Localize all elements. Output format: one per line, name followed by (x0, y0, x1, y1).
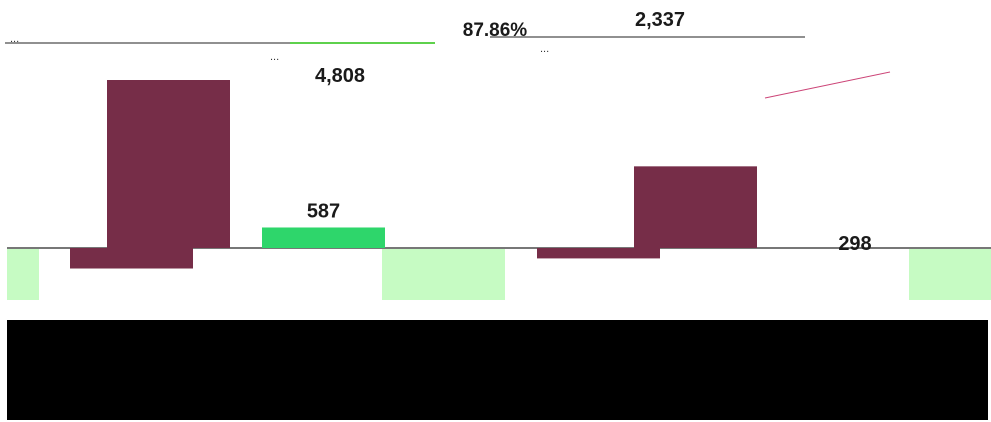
garbled-center-right: ... (540, 43, 549, 55)
arrow-line (764, 71, 891, 99)
bar-4 (634, 166, 757, 248)
garbled-top-left: ... (10, 33, 19, 45)
bar-3 (262, 227, 385, 248)
garbled-center: ... (270, 51, 279, 63)
data-label-5: 298 (838, 233, 871, 255)
redacted-panel (7, 320, 988, 420)
labels-group: 4,808 587 2,337 298 (307, 9, 872, 255)
percent-label: 87.86% (463, 20, 528, 41)
bar-1 (107, 80, 230, 248)
band-left (7, 248, 39, 300)
band-mid (382, 248, 505, 300)
data-label-4: 2,337 (635, 9, 685, 31)
data-label-3: 587 (307, 200, 340, 222)
band-right (909, 248, 991, 300)
bar-2 (70, 248, 193, 269)
bars-group (70, 80, 757, 269)
bar-5 (537, 248, 660, 259)
data-label-1: 4,808 (315, 65, 365, 87)
